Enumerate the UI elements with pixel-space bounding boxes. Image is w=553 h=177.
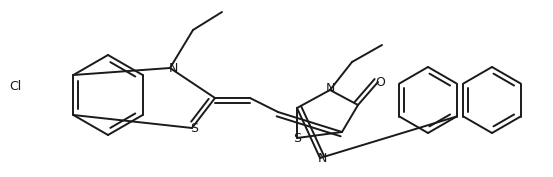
Text: N: N	[325, 81, 335, 95]
Text: S: S	[293, 132, 301, 144]
Text: S: S	[190, 121, 198, 135]
Text: N: N	[168, 61, 178, 75]
Text: N: N	[317, 152, 327, 164]
Text: Cl: Cl	[9, 81, 21, 93]
Text: O: O	[375, 76, 385, 88]
